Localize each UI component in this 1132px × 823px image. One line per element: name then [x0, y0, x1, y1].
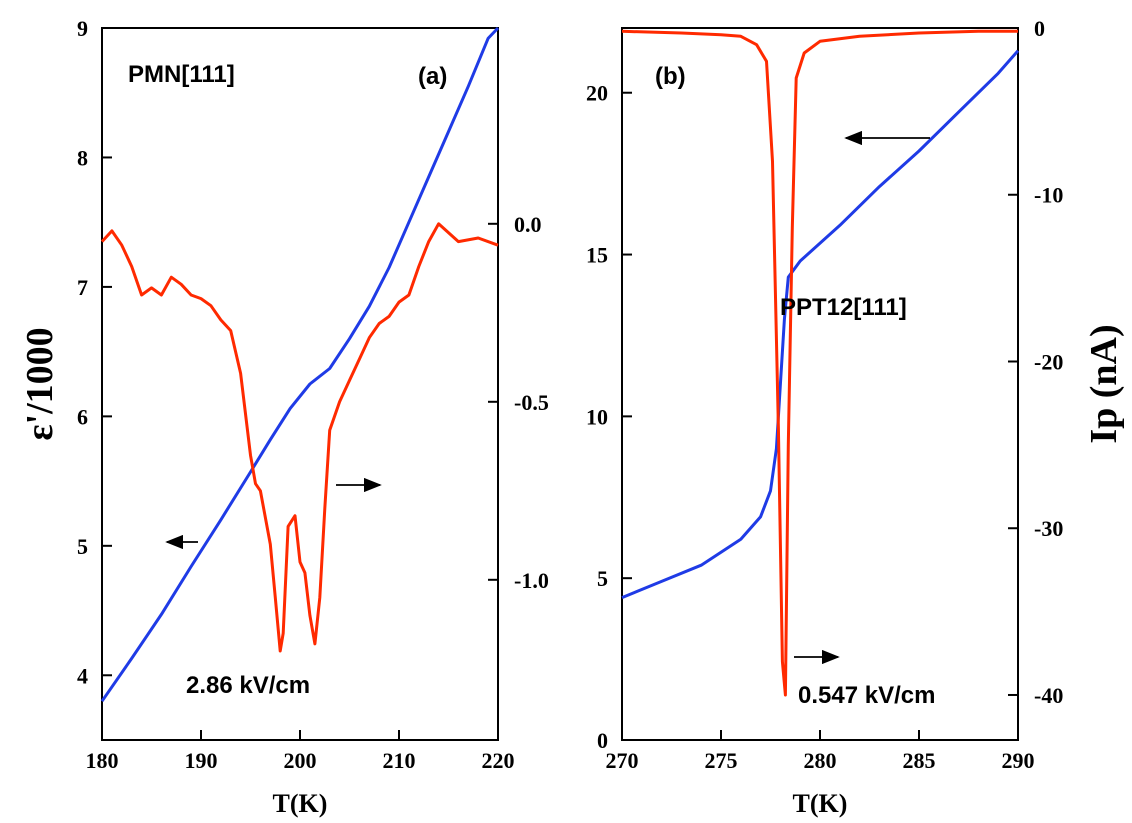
series-line-epsilon: [100, 26, 500, 703]
series-line-current: [621, 29, 1018, 697]
x-tick-label: 190: [185, 748, 218, 773]
x-tick-label: 200: [284, 748, 317, 773]
y-right-tick-label: -40: [1034, 683, 1063, 708]
x-tick-label: 210: [383, 748, 416, 773]
y-left-tick-label: 5: [597, 566, 608, 591]
x-tick-label: 280: [804, 748, 837, 773]
y-right-tick-label: -10: [1034, 183, 1063, 208]
panel-b-series: [621, 29, 1020, 697]
y-right-tick-label: -1.0: [514, 568, 549, 593]
panel-b: 270 275 280 285 290 0 5 10 15 20 0 -10 -20 -30 -40 (b)…: [586, 16, 1125, 818]
y-right-tick-label: -20: [1034, 349, 1063, 374]
x-tick-label: 290: [1002, 748, 1035, 773]
panel-b-sample-label: PPT12[111]: [780, 294, 907, 321]
panel-a-ticks: 180 190 200 210 220 4 5 6 7 8 9 0.0 -0.5 -1.0: [77, 16, 549, 773]
y-left-tick-label: 5: [77, 534, 88, 559]
x-tick-label: 220: [482, 748, 515, 773]
panel-b-y-label: Ip (nA): [1083, 324, 1125, 443]
panel-a-x-label: T(K): [273, 789, 328, 818]
y-left-tick-label: 9: [77, 16, 88, 41]
y-right-tick-label: -0.5: [514, 390, 549, 415]
x-tick-label: 285: [903, 748, 936, 773]
panel-b-field-label: 0.547 kV/cm: [798, 682, 935, 709]
panel-a-y-label: ε'/1000: [19, 327, 61, 440]
y-left-tick-label: 8: [77, 145, 88, 170]
x-tick-label: 275: [705, 748, 738, 773]
x-tick-label: 270: [606, 748, 639, 773]
y-right-tick-label: 0.0: [514, 212, 542, 237]
y-right-tick-label: -30: [1034, 516, 1063, 541]
panel-a-frame: [101, 27, 499, 741]
y-left-tick-label: 15: [586, 243, 608, 268]
y-left-tick-label: 7: [77, 275, 88, 300]
x-tick-label: 180: [86, 748, 119, 773]
series-line-current: [100, 222, 499, 653]
panel-b-letter: (b): [655, 63, 686, 90]
panel-b-ticks: 270 275 280 285 290 0 5 10 15 20 0 -10 -20 -30 -40: [586, 16, 1063, 773]
panel-a-letter: (a): [418, 63, 447, 90]
panel-a-field-label: 2.86 kV/cm: [186, 672, 310, 699]
panel-a-sample-label: PMN[111]: [128, 61, 235, 88]
panel-b-frame: [621, 27, 1019, 741]
series-line-epsilon: [621, 49, 1020, 599]
y-left-tick-label: 10: [586, 404, 608, 429]
y-left-tick-label: 4: [77, 663, 88, 688]
panel-a-series: [100, 26, 500, 703]
panel-b-x-label: T(K): [793, 789, 848, 818]
panel-a: 180 190 200 210 220 4 5 6 7 8 9 0.0 -0.5 -1.0 PMN[111…: [19, 16, 549, 818]
y-right-tick-label: 0: [1034, 16, 1045, 41]
y-left-tick-label: 6: [77, 404, 88, 429]
y-left-tick-label: 20: [586, 81, 608, 106]
y-left-tick-label: 0: [597, 728, 608, 753]
